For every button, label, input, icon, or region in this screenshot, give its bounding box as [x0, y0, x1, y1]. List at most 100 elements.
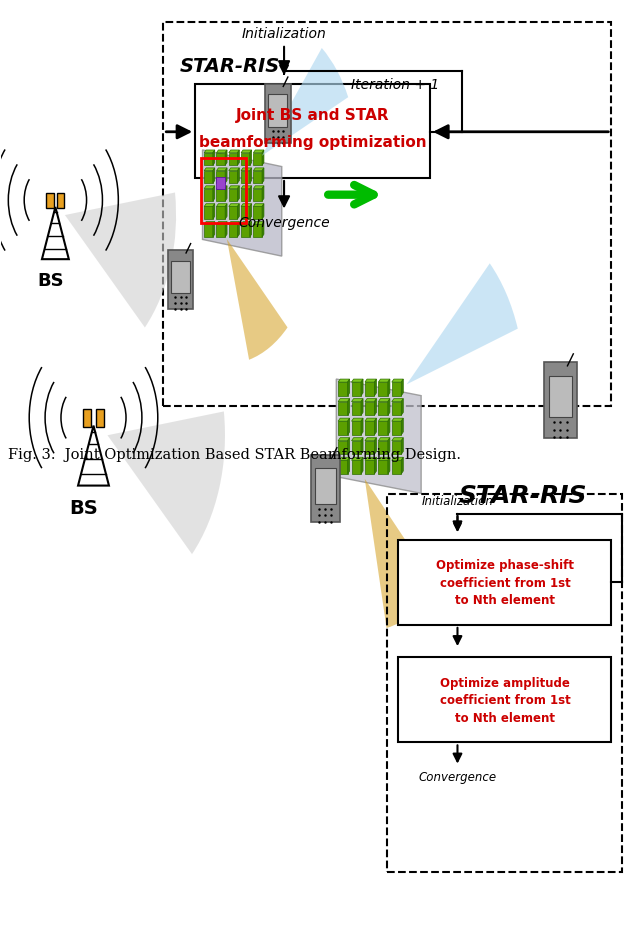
Polygon shape: [225, 222, 227, 237]
Polygon shape: [352, 419, 363, 422]
Polygon shape: [249, 186, 251, 202]
Polygon shape: [237, 222, 239, 237]
Polygon shape: [375, 400, 376, 416]
Polygon shape: [388, 400, 390, 416]
Bar: [265, 84, 290, 144]
Polygon shape: [375, 419, 376, 436]
Polygon shape: [225, 205, 227, 220]
Bar: [311, 456, 340, 523]
Polygon shape: [204, 151, 215, 154]
Bar: [253, 208, 262, 220]
Bar: [338, 441, 348, 455]
Polygon shape: [365, 380, 376, 383]
Polygon shape: [241, 222, 251, 225]
Bar: [253, 225, 262, 237]
Text: Iteration + 1: Iteration + 1: [351, 78, 439, 92]
Polygon shape: [241, 169, 251, 171]
Text: Convergence: Convergence: [238, 216, 330, 230]
Bar: [378, 441, 388, 455]
Bar: [365, 441, 375, 455]
Text: Fig. 3.  Joint Optimization Based STAR Beamforming Design.: Fig. 3. Joint Optimization Based STAR Be…: [8, 447, 461, 462]
Polygon shape: [401, 458, 403, 475]
Polygon shape: [204, 169, 215, 171]
Bar: [338, 461, 348, 475]
Polygon shape: [241, 186, 251, 189]
Polygon shape: [241, 151, 251, 154]
Bar: [229, 171, 237, 184]
Polygon shape: [204, 205, 215, 208]
Polygon shape: [388, 458, 390, 475]
Wedge shape: [262, 49, 348, 157]
Polygon shape: [392, 380, 403, 383]
Bar: [241, 154, 249, 166]
Bar: [253, 154, 262, 166]
Polygon shape: [213, 222, 215, 237]
Polygon shape: [229, 169, 239, 171]
Polygon shape: [352, 438, 363, 441]
Polygon shape: [202, 151, 282, 257]
Text: BS: BS: [70, 499, 98, 517]
Polygon shape: [237, 186, 239, 202]
Polygon shape: [338, 458, 350, 461]
Text: STAR-RIS: STAR-RIS: [180, 57, 280, 76]
Polygon shape: [237, 169, 239, 184]
Bar: [241, 208, 249, 220]
Bar: [392, 441, 401, 455]
Polygon shape: [225, 151, 227, 166]
Bar: [398, 540, 611, 625]
Polygon shape: [216, 222, 227, 225]
Polygon shape: [401, 419, 403, 436]
Polygon shape: [253, 169, 264, 171]
Text: coefficient from 1st: coefficient from 1st: [440, 693, 570, 706]
Polygon shape: [392, 438, 403, 441]
Polygon shape: [352, 380, 363, 383]
Polygon shape: [262, 205, 264, 220]
Bar: [83, 410, 91, 427]
Wedge shape: [406, 264, 518, 385]
Bar: [229, 189, 237, 202]
Bar: [338, 383, 348, 397]
Bar: [253, 171, 262, 184]
Bar: [204, 208, 213, 220]
Bar: [392, 422, 401, 436]
Bar: [544, 363, 577, 438]
Bar: [201, 159, 246, 223]
Polygon shape: [249, 205, 251, 220]
Polygon shape: [216, 169, 227, 171]
Bar: [168, 251, 193, 310]
Text: Convergence: Convergence: [419, 770, 496, 783]
Bar: [204, 154, 213, 166]
Bar: [392, 383, 401, 397]
Polygon shape: [262, 169, 264, 184]
Polygon shape: [365, 438, 376, 441]
Text: BS: BS: [38, 272, 64, 289]
Polygon shape: [352, 458, 363, 461]
Polygon shape: [361, 458, 363, 475]
Polygon shape: [401, 380, 403, 397]
Polygon shape: [388, 380, 390, 397]
Bar: [365, 422, 375, 436]
Polygon shape: [348, 380, 350, 397]
Polygon shape: [204, 186, 215, 189]
Bar: [216, 171, 225, 184]
Text: to Nth element: to Nth element: [455, 594, 555, 607]
Bar: [253, 189, 262, 202]
Polygon shape: [388, 438, 390, 455]
Bar: [172, 261, 189, 294]
Bar: [57, 194, 64, 209]
Polygon shape: [338, 419, 350, 422]
Polygon shape: [338, 438, 350, 441]
Polygon shape: [365, 419, 376, 422]
Bar: [365, 402, 375, 416]
Bar: [216, 154, 225, 166]
Bar: [216, 177, 225, 190]
Wedge shape: [365, 479, 438, 629]
Bar: [392, 402, 401, 416]
Polygon shape: [225, 169, 227, 184]
Bar: [549, 376, 572, 418]
Polygon shape: [253, 222, 264, 225]
Bar: [387, 495, 622, 872]
Polygon shape: [365, 458, 376, 461]
Polygon shape: [213, 151, 215, 166]
Bar: [241, 225, 249, 237]
